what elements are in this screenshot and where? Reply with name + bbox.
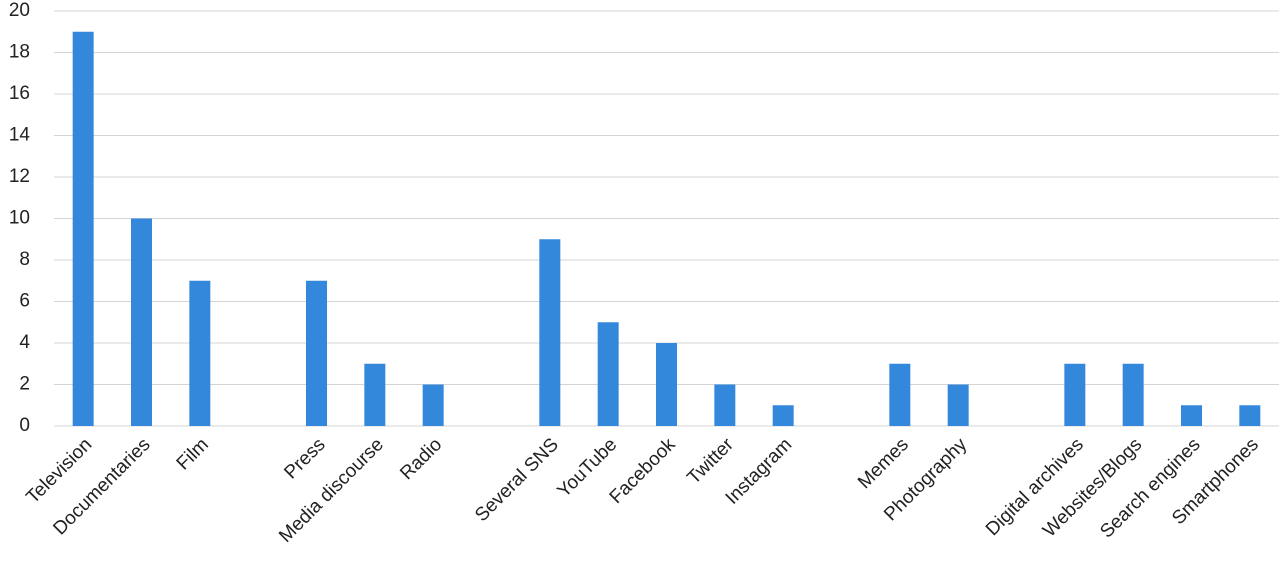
y-tick-label: 4 xyxy=(19,332,30,353)
y-tick-label: 10 xyxy=(9,208,30,229)
y-tick-label: 20 xyxy=(9,0,30,21)
bar xyxy=(131,218,152,426)
bar xyxy=(306,280,327,426)
y-tick-label: 6 xyxy=(19,291,30,312)
bar xyxy=(889,363,911,426)
x-tick-label: Websites/Blogs xyxy=(1039,434,1146,541)
bar xyxy=(772,405,794,426)
x-tick-label: Memes xyxy=(854,434,913,493)
x-tick-label: Search engines xyxy=(1096,434,1204,542)
bar xyxy=(656,343,677,426)
bar xyxy=(1122,363,1144,426)
x-tick-label: Film xyxy=(173,434,213,474)
bar xyxy=(189,280,211,426)
x-tick-label: Radio xyxy=(396,434,446,484)
bar xyxy=(539,239,561,426)
y-tick-label: 14 xyxy=(9,125,31,146)
bar xyxy=(714,384,736,426)
y-tick-label: 16 xyxy=(9,83,30,104)
y-tick-label: 12 xyxy=(9,166,30,187)
bar xyxy=(72,31,94,426)
bar xyxy=(1239,405,1261,426)
y-tick-label: 2 xyxy=(19,374,30,395)
x-tick-label: Twitter xyxy=(684,434,739,489)
bar xyxy=(1181,405,1202,426)
bar xyxy=(1064,363,1086,426)
y-tick-label: 8 xyxy=(19,249,30,270)
y-tick-label: 0 xyxy=(19,415,30,436)
x-tick-label: Digital archives xyxy=(982,434,1088,540)
x-tick-label: Media discourse xyxy=(275,434,388,547)
y-tick-label: 18 xyxy=(9,42,30,63)
x-tick-label: Several SNS xyxy=(471,434,563,526)
bar xyxy=(947,384,969,426)
bar xyxy=(422,384,444,426)
bar xyxy=(364,363,386,426)
bar xyxy=(597,322,619,426)
x-tick-label: Press xyxy=(280,434,329,483)
